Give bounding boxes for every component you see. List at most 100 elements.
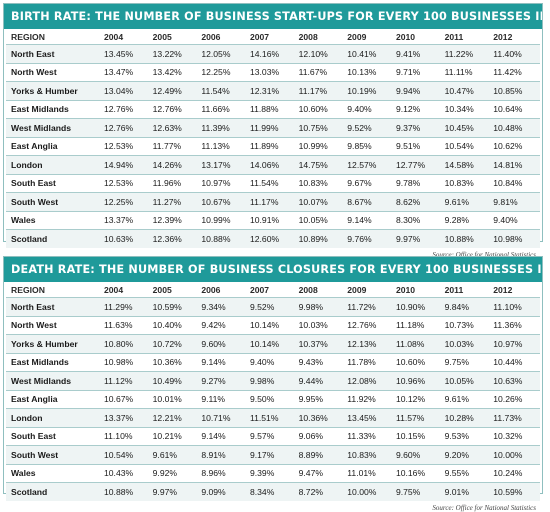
region-name: East Midlands	[6, 99, 102, 119]
table-header-row: REGION 2004 2005 2006 2007 2008 2009 2010 2011 20…	[6, 29, 540, 45]
rate-cell: 9.20%	[442, 445, 492, 464]
death-rate-panel: DEATH RATE: THE NUMBER OF BUSINESS CLOSU…	[3, 256, 543, 512]
rate-cell: 10.00%	[491, 445, 540, 464]
rate-cell: 10.36%	[296, 408, 346, 427]
region-name: North East	[6, 44, 102, 63]
rate-cell: 10.88%	[442, 229, 492, 248]
rate-cell: 11.17%	[247, 192, 297, 211]
rate-cell: 8.67%	[345, 192, 394, 211]
region-name: West Midlands	[6, 118, 102, 137]
rate-cell: 14.16%	[247, 44, 297, 63]
rate-cell: 9.12%	[393, 99, 443, 119]
rate-cell: 11.39%	[199, 118, 248, 137]
rate-cell: 10.59%	[150, 297, 200, 316]
rate-cell: 10.49%	[150, 371, 200, 390]
rate-cell: 9.81%	[491, 192, 540, 211]
rate-cell: 9.61%	[150, 445, 200, 464]
rate-cell: 9.40%	[247, 352, 297, 372]
birth-rate-title: BIRTH RATE: THE NUMBER OF BUSINESS START…	[4, 4, 542, 29]
rate-cell: 13.37%	[102, 210, 151, 230]
rate-cell: 9.47%	[296, 463, 346, 483]
rate-cell: 8.96%	[199, 463, 248, 483]
rate-cell: 10.88%	[102, 482, 151, 501]
rate-cell: 13.37%	[102, 408, 151, 427]
rate-cell: 9.95%	[296, 389, 346, 409]
rate-cell: 10.05%	[296, 210, 346, 230]
column-header-year: 2011	[442, 29, 492, 45]
rate-cell: 10.16%	[393, 463, 443, 483]
rate-cell: 9.71%	[393, 62, 443, 82]
rate-cell: 9.76%	[345, 229, 394, 248]
rate-cell: 9.42%	[199, 315, 248, 335]
region-name: South West	[6, 445, 102, 464]
rate-cell: 9.60%	[393, 445, 443, 464]
rate-cell: 10.96%	[393, 371, 443, 390]
table-row: North East 13.45% 13.22% 12.05% 14.16% 12.10%…	[6, 44, 540, 63]
rate-cell: 10.73%	[442, 315, 492, 335]
region-name: Scotland	[6, 482, 102, 501]
rate-cell: 12.05%	[199, 44, 248, 63]
rate-cell: 14.26%	[150, 155, 200, 174]
table-row: London 13.37% 12.21% 10.71% 11.51% 10.36% 13.4…	[6, 408, 540, 427]
rate-cell: 10.71%	[199, 408, 248, 427]
rate-cell: 9.01%	[442, 482, 492, 501]
rate-cell: 10.37%	[296, 334, 346, 353]
rate-cell: 11.12%	[102, 371, 151, 390]
column-header-year: 2007	[247, 282, 297, 298]
rate-cell: 10.67%	[102, 389, 151, 409]
rate-cell: 10.34%	[442, 99, 492, 119]
rate-cell: 8.62%	[393, 192, 443, 211]
rate-cell: 10.72%	[150, 334, 200, 353]
rate-cell: 11.96%	[150, 173, 200, 193]
rate-cell: 11.88%	[247, 99, 297, 119]
rate-cell: 10.88%	[199, 229, 248, 248]
rate-cell: 12.57%	[345, 155, 394, 174]
rate-cell: 14.94%	[102, 155, 151, 174]
rate-cell: 10.15%	[393, 426, 443, 446]
rate-cell: 9.17%	[247, 445, 297, 464]
rate-cell: 9.94%	[393, 81, 443, 100]
region-name: Scotland	[6, 229, 102, 248]
rate-cell: 10.75%	[296, 118, 346, 137]
rate-cell: 10.03%	[442, 334, 492, 353]
rate-cell: 11.10%	[491, 297, 540, 316]
rate-cell: 10.89%	[296, 229, 346, 248]
column-header-year: 2005	[150, 29, 200, 45]
rate-cell: 10.28%	[442, 408, 492, 427]
rate-cell: 10.32%	[491, 426, 540, 446]
rate-cell: 9.61%	[442, 389, 492, 409]
rate-cell: 9.60%	[199, 334, 248, 353]
rate-cell: 9.92%	[150, 463, 200, 483]
rate-cell: 9.44%	[296, 371, 346, 390]
rate-cell: 12.25%	[199, 62, 248, 82]
rate-cell: 10.80%	[102, 334, 151, 353]
column-header-year: 2006	[199, 29, 248, 45]
rate-cell: 14.81%	[491, 155, 540, 174]
region-name: North West	[6, 315, 102, 335]
column-header-year: 2008	[296, 29, 346, 45]
rate-cell: 11.18%	[393, 315, 443, 335]
death-rate-source: Source: Office for National Statistics	[432, 503, 536, 512]
table-row: East Anglia 10.67% 10.01% 9.11% 9.50% 9.95% 11…	[6, 389, 540, 409]
rate-cell: 10.62%	[491, 136, 540, 156]
rate-cell: 9.09%	[199, 482, 248, 501]
rate-cell: 9.67%	[345, 173, 394, 193]
column-header-year: 2007	[247, 29, 297, 45]
rate-cell: 9.97%	[150, 482, 200, 501]
rate-cell: 10.48%	[491, 118, 540, 137]
rate-cell: 10.24%	[491, 463, 540, 483]
rate-cell: 10.40%	[150, 315, 200, 335]
rate-cell: 11.77%	[150, 136, 200, 156]
column-header-region: REGION	[6, 282, 102, 298]
column-header-year: 2004	[102, 282, 151, 298]
region-name: London	[6, 155, 102, 174]
rate-cell: 11.40%	[491, 44, 540, 63]
table-row: North West 11.63% 10.40% 9.42% 10.14% 10.03% 1…	[6, 315, 540, 335]
rate-cell: 14.58%	[442, 155, 492, 174]
rate-cell: 11.57%	[393, 408, 443, 427]
region-name: West Midlands	[6, 371, 102, 390]
rate-cell: 10.41%	[345, 44, 394, 63]
rate-cell: 14.75%	[296, 155, 346, 174]
birth-rate-panel: BIRTH RATE: THE NUMBER OF BUSINESS START…	[3, 3, 543, 259]
rate-cell: 10.99%	[199, 210, 248, 230]
